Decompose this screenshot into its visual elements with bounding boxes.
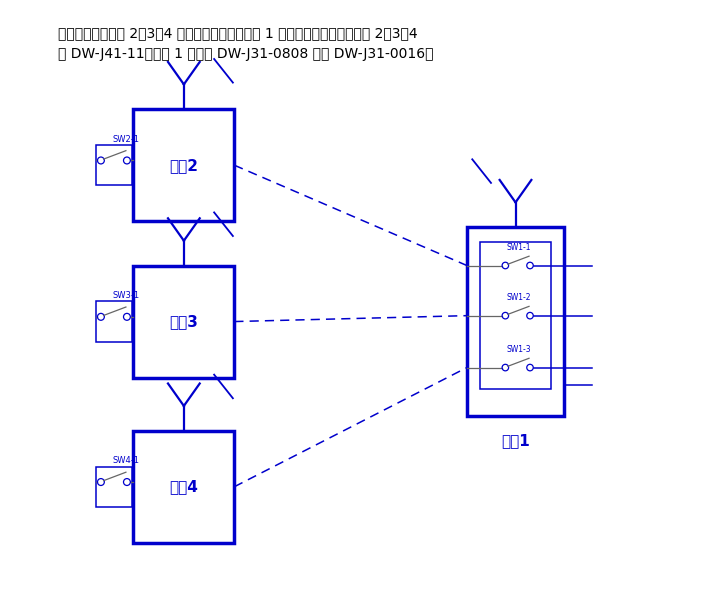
- Bar: [96, 467, 132, 507]
- Bar: [96, 145, 132, 185]
- Text: SW2-1: SW2-1: [112, 135, 139, 144]
- Bar: [133, 431, 234, 543]
- Text: 模块3: 模块3: [169, 314, 198, 329]
- Text: SW1-3: SW1-3: [507, 345, 531, 354]
- Text: SW4-1: SW4-1: [112, 456, 139, 466]
- Text: 模块1: 模块1: [501, 433, 530, 448]
- Text: 如下图所示，模块 2、3、4 的开关可远程控制模块 1 的不同继电器输出。模块 2、3、4: 如下图所示，模块 2、3、4 的开关可远程控制模块 1 的不同继电器输出。模块 …: [58, 27, 417, 41]
- Bar: [133, 266, 234, 378]
- Text: 模块4: 模块4: [169, 479, 198, 494]
- Bar: [480, 242, 551, 389]
- Bar: [96, 301, 132, 342]
- Text: SW3-1: SW3-1: [112, 291, 140, 300]
- Bar: [133, 109, 234, 221]
- Text: SW1-1: SW1-1: [507, 243, 531, 252]
- Bar: [467, 227, 564, 416]
- Text: SW1-2: SW1-2: [507, 293, 531, 302]
- Text: 模块2: 模块2: [169, 158, 198, 173]
- Text: 是 DW-J41-11，模块 1 可以是 DW-J31-0808 或是 DW-J31-0016。: 是 DW-J41-11，模块 1 可以是 DW-J31-0808 或是 DW-J…: [58, 47, 433, 61]
